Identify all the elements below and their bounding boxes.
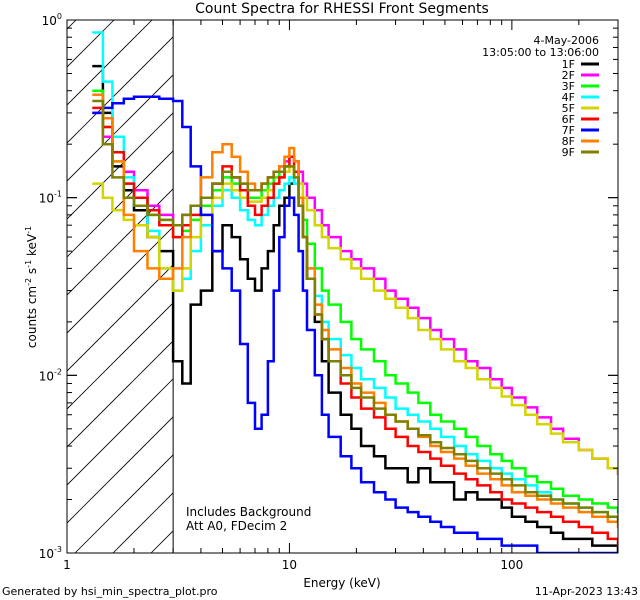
hatch-line: [67, 20, 115, 68]
y-tick-label: 10-2: [39, 367, 62, 383]
hatch-line: [67, 416, 174, 524]
footer-timestamp: 11-Apr-2023 13:43: [535, 585, 638, 598]
series-line-5f: [92, 165, 618, 475]
date-label: 4-May-2006: [534, 34, 599, 47]
y-axis-label: counts cm-2 s-1 keV-1: [24, 226, 39, 348]
legend-label-3f: 3F: [562, 80, 575, 93]
series-line-7f: [92, 95, 618, 553]
hatch-line: [67, 378, 174, 486]
annotation-background: Includes Background: [186, 505, 311, 519]
x-axis: 1 10 100: [63, 20, 619, 572]
legend-label-9f: 9F: [562, 146, 575, 159]
plot-frame: [66, 19, 619, 554]
chart-title: Count Spectra for RHESSI Front Segments: [195, 1, 489, 17]
x-axis-label: Energy (keV): [303, 576, 380, 590]
x-tick-label: 1: [63, 558, 71, 572]
legend-label-1f: 1F: [562, 58, 575, 71]
y-tick-label: 10-1: [39, 190, 62, 206]
series-group: [92, 31, 618, 553]
legend-label-5f: 5F: [562, 102, 575, 115]
hatch-line: [67, 36, 174, 144]
legend-label-8f: 8F: [562, 135, 575, 148]
hatch-line: [67, 150, 174, 258]
y-tick-label: 10-3: [39, 545, 62, 561]
legend-label-4f: 4F: [562, 91, 575, 104]
footer-generated-by: Generated by hsi_min_spectra_plot.pro: [2, 585, 218, 598]
y-tick-label: 100: [42, 12, 62, 28]
hatch-line: [67, 20, 153, 106]
annotation-attenuator: Att A0, FDecim 2: [186, 519, 287, 533]
legend-label-2f: 2F: [562, 69, 575, 82]
x-tick-label: 100: [500, 558, 523, 572]
legend-label-7f: 7F: [562, 124, 575, 137]
y-axis: 100 10-1 10-2 10-3: [39, 12, 618, 561]
legend-label-6f: 6F: [562, 113, 575, 126]
time-range-label: 13:05:00 to 13:06:00: [482, 46, 599, 59]
x-tick-label: 10: [282, 558, 297, 572]
hatch-line: [67, 188, 174, 296]
series-line-9f: [92, 99, 618, 523]
